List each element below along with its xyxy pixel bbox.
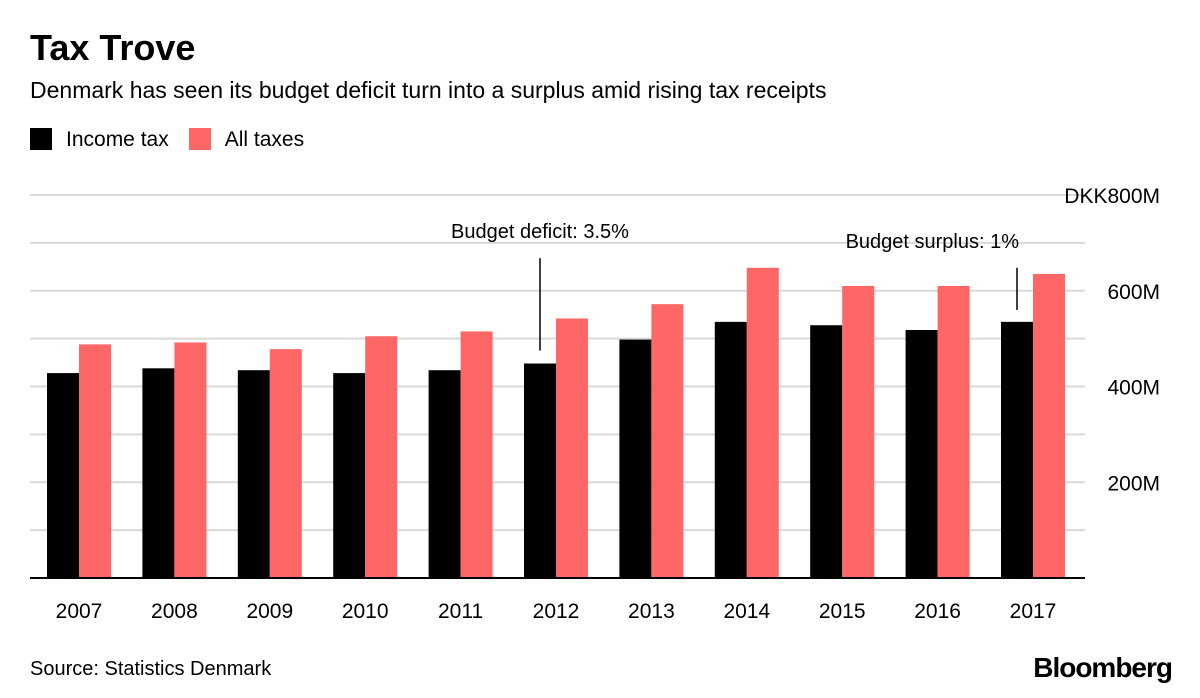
bar-all-taxes-2010 <box>365 336 398 578</box>
source-note: Source: Statistics Denmark <box>30 658 272 680</box>
x-tick-label-2015: 2015 <box>819 600 866 623</box>
bar-all-taxes-2016 <box>937 285 970 578</box>
x-tick-label-2013: 2013 <box>628 600 675 623</box>
chart-subtitle: Denmark has seen its budget deficit turn… <box>30 77 827 103</box>
y-tick-label-800: DKK800M <box>1064 185 1160 208</box>
bar-all-taxes-2015 <box>842 285 875 578</box>
chart-title: Tax Trove <box>30 27 196 68</box>
bar-income-tax-2013 <box>619 339 652 578</box>
y-tick-label-400: 400M <box>1107 377 1160 400</box>
bar-income-tax-2010 <box>333 373 366 578</box>
bar-all-taxes-2014 <box>746 267 779 578</box>
bloomberg-logo: Bloomberg <box>1033 652 1173 683</box>
annotation-label-2012: Budget deficit: 3.5% <box>451 221 629 243</box>
x-tick-label-2011: 2011 <box>438 600 483 623</box>
x-tick-label-2007: 2007 <box>56 600 103 623</box>
bar-all-taxes-2011 <box>460 331 493 578</box>
legend-swatch-all-taxes <box>188 128 211 150</box>
bar-income-tax-2008 <box>142 368 175 578</box>
bar-income-tax-2017 <box>1001 321 1033 578</box>
x-tick-label-2008: 2008 <box>151 600 198 623</box>
bar-income-tax-2007 <box>47 373 79 578</box>
x-tick-label-2014: 2014 <box>723 600 770 623</box>
bar-all-taxes-2008 <box>174 342 207 578</box>
y-tick-label-600: 600M <box>1107 281 1160 304</box>
legend: Income tax All taxes <box>30 128 324 150</box>
annotation-label-2017: Budget surplus: 1% <box>846 231 1020 253</box>
x-tick-label-2009: 2009 <box>246 600 293 623</box>
bar-income-tax-2016 <box>905 330 938 578</box>
legend-item-all-taxes: All taxes <box>188 127 305 151</box>
bar-income-tax-2011 <box>428 370 461 578</box>
y-tick-label-200: 200M <box>1107 472 1160 495</box>
x-tick-label-2016: 2016 <box>914 600 961 623</box>
bar-all-taxes-2012 <box>556 318 588 578</box>
legend-item-income-tax: Income tax <box>30 128 169 150</box>
bar-all-taxes-2017 <box>1033 273 1065 578</box>
x-tick-label-2010: 2010 <box>342 600 389 623</box>
bar-all-taxes-2013 <box>651 304 684 578</box>
bar-income-tax-2014 <box>714 321 747 578</box>
bar-income-tax-2015 <box>810 325 843 578</box>
bar-all-taxes-2007 <box>79 344 111 578</box>
x-tick-label-2012: 2012 <box>533 600 580 623</box>
bar-all-taxes-2009 <box>269 349 302 578</box>
legend-label-income-tax: Income tax <box>66 127 169 151</box>
x-tick-label-2017: 2017 <box>1010 600 1057 623</box>
bar-income-tax-2012 <box>524 363 556 578</box>
bar-income-tax-2009 <box>237 370 270 578</box>
legend-swatch-income-tax <box>30 128 52 150</box>
legend-label-all-taxes: All taxes <box>224 127 305 151</box>
